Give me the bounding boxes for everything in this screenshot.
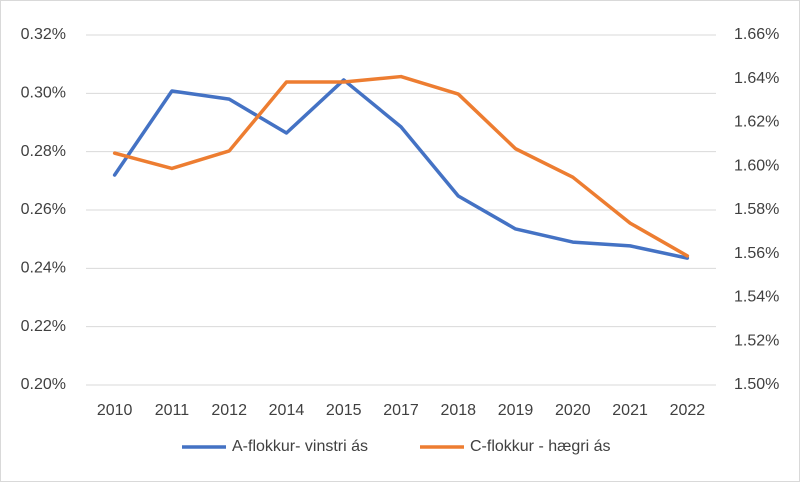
x-tick-label: 2021: [612, 402, 648, 419]
y-tick-label: 0.26%: [21, 201, 66, 218]
y2-tick-label: 1.50%: [734, 376, 779, 393]
y-tick-label: 0.22%: [21, 318, 66, 335]
y2-tick-label: 1.58%: [734, 201, 779, 218]
series-line: [112, 74, 690, 258]
y-tick-label: 0.20%: [21, 376, 66, 393]
series-line: [112, 78, 690, 260]
x-tick-label: 2010: [97, 402, 133, 419]
x-tick-label: 2019: [498, 402, 534, 419]
y2-tick-label: 1.66%: [734, 26, 779, 43]
legend-label: C-flokkur - hægri ás: [470, 438, 610, 455]
legend-label: A-flokkur- vinstri ás: [232, 438, 368, 455]
y2-tick-label: 1.64%: [734, 70, 779, 87]
y-tick-label: 0.24%: [21, 260, 66, 277]
x-tick-label: 2014: [269, 402, 305, 419]
y-tick-label: 0.28%: [21, 143, 66, 160]
y2-tick-label: 1.60%: [734, 157, 779, 174]
x-tick-label: 2018: [440, 402, 476, 419]
x-tick-label: 2017: [383, 402, 419, 419]
x-tick-label: 2012: [211, 402, 247, 419]
y2-tick-label: 1.52%: [734, 332, 779, 349]
y2-tick-label: 1.56%: [734, 245, 779, 262]
y2-tick-label: 1.62%: [734, 114, 779, 131]
x-tick-label: 2020: [555, 402, 591, 419]
x-tick-label: 2011: [155, 402, 190, 419]
y-tick-label: 0.32%: [21, 26, 66, 43]
y2-tick-label: 1.54%: [734, 289, 779, 306]
x-tick-label: 2022: [670, 402, 706, 419]
y-tick-label: 0.30%: [21, 85, 66, 102]
x-tick-label: 2015: [326, 402, 362, 419]
